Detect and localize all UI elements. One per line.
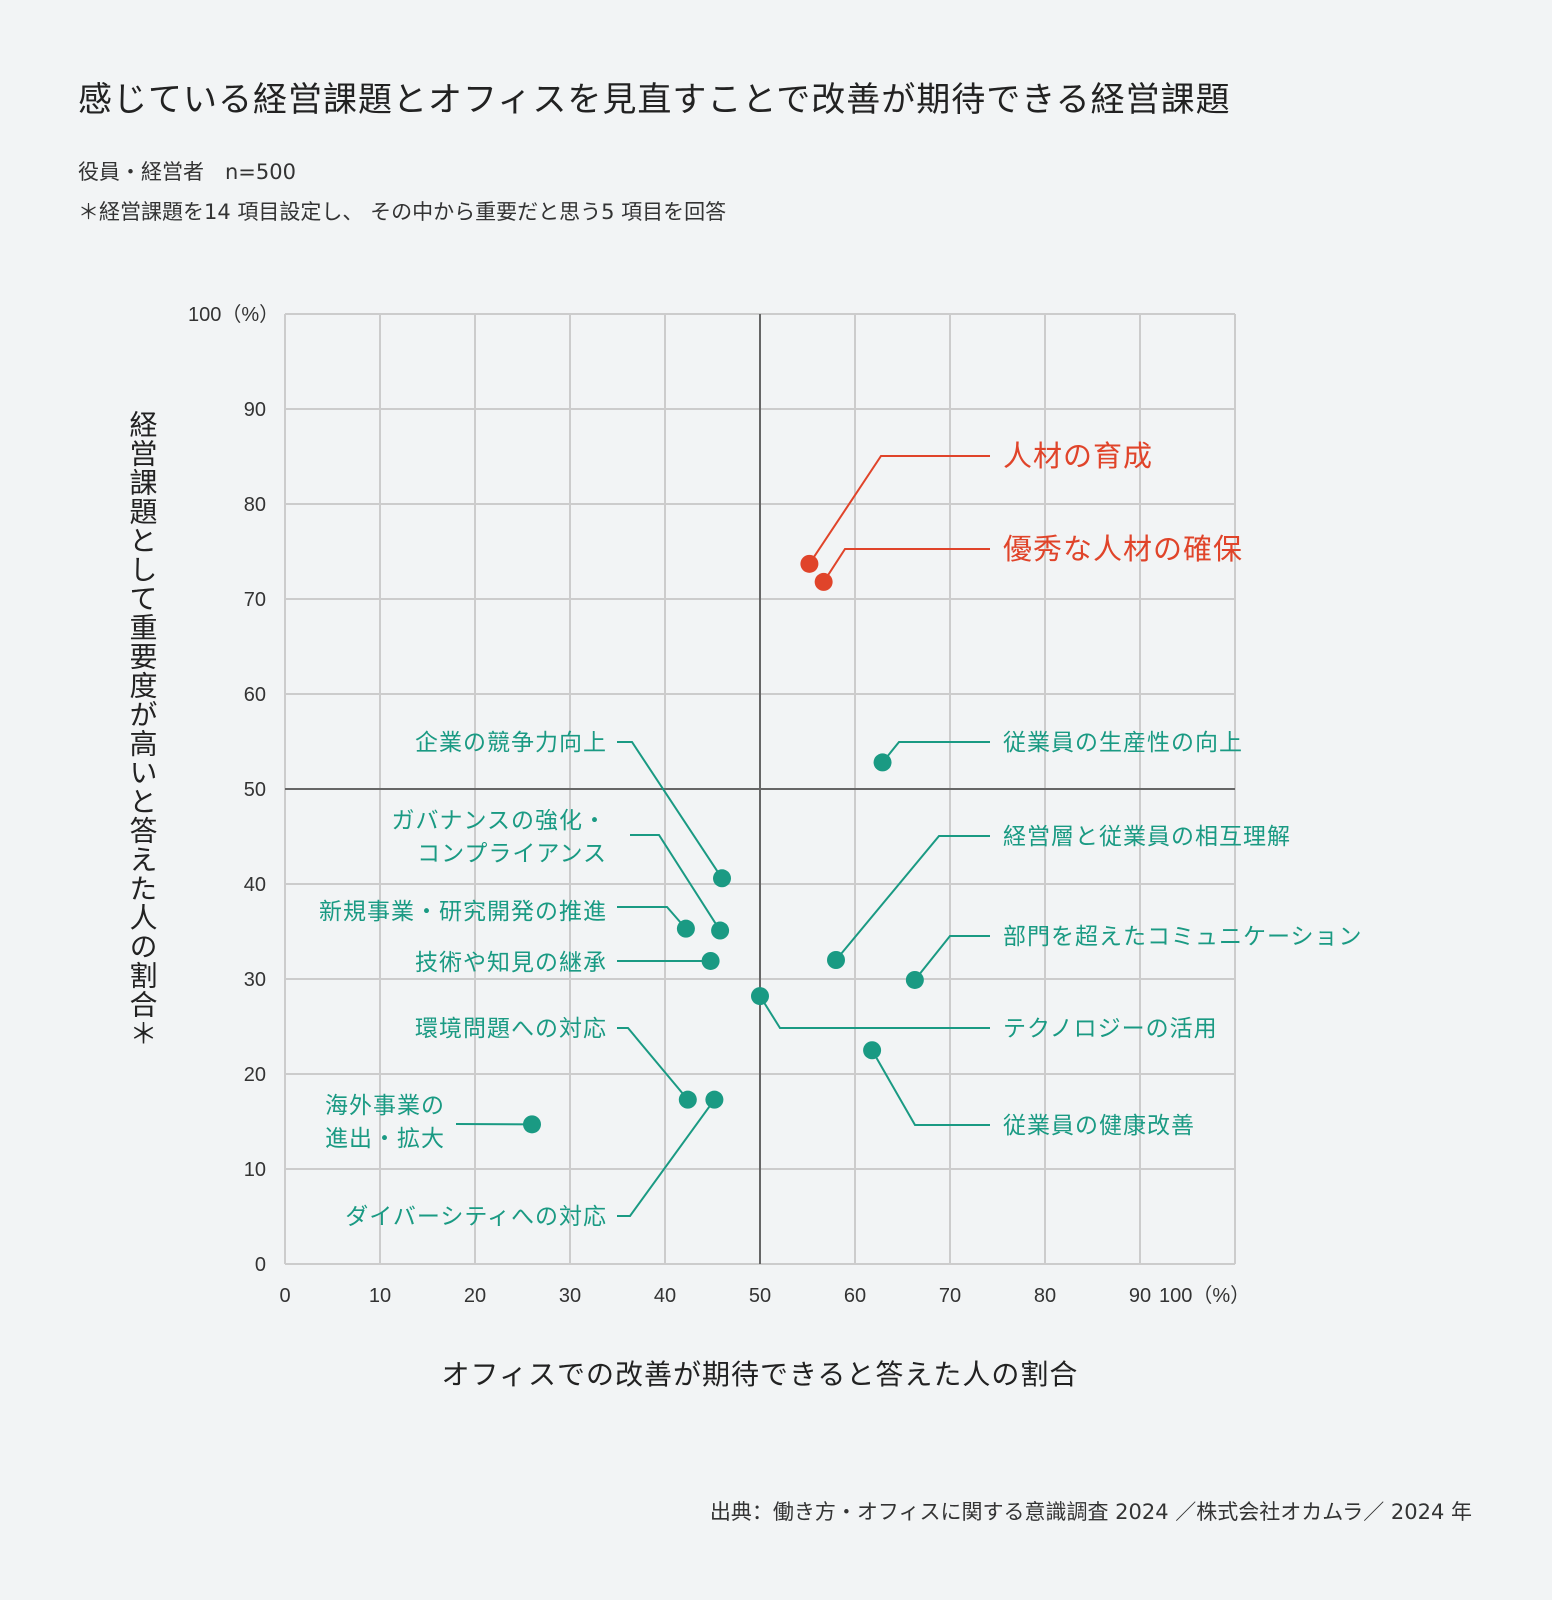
data-label: テクノロジーの活用	[1003, 1016, 1218, 1042]
data-point	[678, 1090, 697, 1109]
data-label: 従業員の健康改善	[1003, 1113, 1195, 1139]
leader-line	[822, 548, 990, 583]
y-tick-label: 80	[244, 494, 266, 516]
data-point	[814, 572, 833, 591]
chart-subtitle: 役員・経営者 n=500	[78, 160, 296, 184]
data-point	[873, 753, 892, 772]
x-tick-label: 60	[844, 1285, 866, 1307]
data-label: 優秀な人材の確保	[1003, 532, 1243, 566]
data-label: 経営層と従業員の相互理解	[1003, 824, 1291, 850]
x-tick-label: 100（%）	[1159, 1284, 1250, 1307]
leader-line	[617, 906, 687, 930]
data-point	[701, 951, 720, 970]
data-point	[713, 869, 731, 888]
y-tick-label: 0	[255, 1254, 266, 1276]
y-tick-label: 70	[244, 589, 266, 611]
y-tick-label: 90	[244, 399, 266, 421]
data-point	[711, 921, 730, 940]
y-tick-label: 50	[244, 779, 266, 801]
data-point	[863, 1041, 882, 1060]
chart-note: ＊経営課題を14 項目設定し、 その中から重要だと思う5 項目を回答	[78, 200, 727, 224]
data-label: 従業員の生産性の向上	[1003, 730, 1243, 756]
x-tick-label: 30	[559, 1285, 581, 1307]
leader-line	[835, 835, 990, 961]
source-credit: 出典：働き方・オフィスに関する意識調査 2024 ／株式会社オカムラ／ 2024…	[709, 1500, 1472, 1524]
y-tick-label: 10	[244, 1159, 266, 1181]
y-tick-label: 30	[244, 969, 266, 991]
leader-line	[808, 455, 990, 565]
data-label: ガバナンスの強化・コンプライアンス	[391, 808, 607, 867]
x-tick-label: 90	[1129, 1285, 1151, 1307]
x-tick-label: 70	[939, 1285, 961, 1307]
data-point	[751, 987, 769, 1006]
y-tick-label: 100（%）	[188, 303, 279, 326]
leader-line	[759, 995, 990, 1029]
leader-line	[617, 1027, 689, 1101]
data-label: ダイバーシティへの対応	[345, 1204, 607, 1230]
data-label-line: 海外事業の	[325, 1093, 445, 1119]
data-label-line: コンプライアンス	[417, 841, 607, 867]
leader-line	[617, 1099, 716, 1217]
x-tick-label: 0	[279, 1285, 290, 1307]
data-label: 海外事業の進出・拡大	[325, 1093, 445, 1152]
data-label: 新規事業・研究開発の推進	[319, 899, 607, 925]
x-tick-label: 10	[369, 1285, 391, 1307]
y-tick-label: 60	[244, 684, 266, 706]
data-label-line: 進出・拡大	[325, 1126, 445, 1152]
data-point	[827, 951, 845, 969]
y-tick-label: 20	[244, 1064, 266, 1086]
data-point	[800, 554, 819, 573]
leader-line	[881, 741, 990, 764]
chart-title: 感じている経営課題とオフィスを見直すことで改善が期待できる経営課題	[78, 80, 1231, 120]
x-tick-label: 50	[749, 1285, 771, 1307]
y-tick-label: 40	[244, 874, 266, 896]
leader-line	[630, 834, 721, 932]
leader-line	[617, 741, 723, 879]
y-axis-title: 経営課題として重要度が高いと答えた人の割合＊	[126, 410, 159, 1048]
data-point	[905, 970, 924, 989]
data-label: 技術や知見の継承	[415, 950, 607, 976]
data-point	[523, 1115, 541, 1134]
data-label: 人材の育成	[1003, 439, 1153, 473]
x-tick-label: 80	[1034, 1285, 1056, 1307]
data-label: 環境問題への対応	[415, 1016, 607, 1042]
data-label: 企業の競争力向上	[415, 730, 607, 756]
data-label: 部門を超えたコミュニケーション	[1003, 924, 1363, 950]
x-tick-label: 40	[654, 1285, 676, 1307]
x-axis-title: オフィスでの改善が期待できると答えた人の割合	[442, 1358, 1079, 1391]
leader-line	[871, 1049, 990, 1126]
data-label-line: ガバナンスの強化・	[391, 808, 607, 834]
data-point	[676, 919, 695, 938]
x-tick-label: 20	[464, 1285, 486, 1307]
leader-line	[914, 935, 990, 981]
data-point	[705, 1090, 724, 1109]
